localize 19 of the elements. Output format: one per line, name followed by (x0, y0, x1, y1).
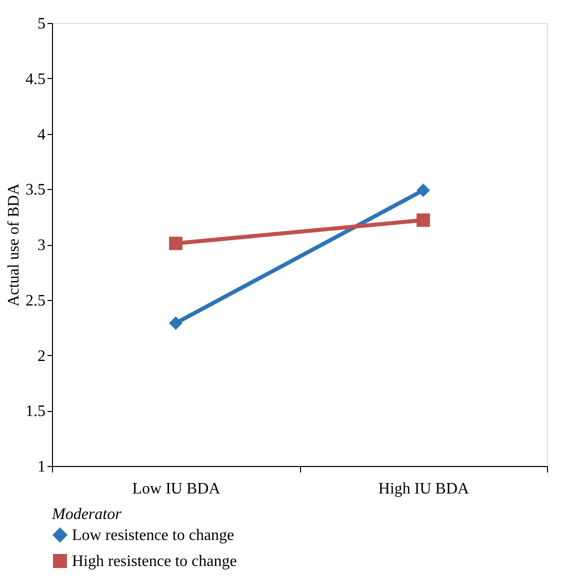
point (416, 184, 430, 197)
legend-label: Low resistence to change (72, 527, 234, 544)
y-tick-label: 3.5 (26, 182, 46, 199)
legend-title: Moderator (51, 506, 122, 523)
y-tick-label: 5 (38, 16, 46, 32)
point (169, 236, 182, 250)
x-tick-label: High IU BDA (378, 480, 470, 498)
x-tick-label: Low IU BDA (132, 480, 221, 498)
y-axis-title: Actual use of BDA (6, 183, 22, 307)
y-tick-label: 4 (38, 126, 46, 144)
y-tick-label: 2 (38, 348, 46, 365)
point (416, 213, 430, 227)
point (169, 316, 182, 330)
y-tick-label: 3 (38, 237, 46, 254)
y-tick-label: 1 (38, 458, 46, 476)
y-tick-label: 1.5 (26, 403, 46, 420)
legend-label: High resistence to change (72, 553, 237, 570)
y-tick-label: 4.5 (26, 70, 46, 88)
y-tick-label: 2.5 (26, 292, 46, 310)
